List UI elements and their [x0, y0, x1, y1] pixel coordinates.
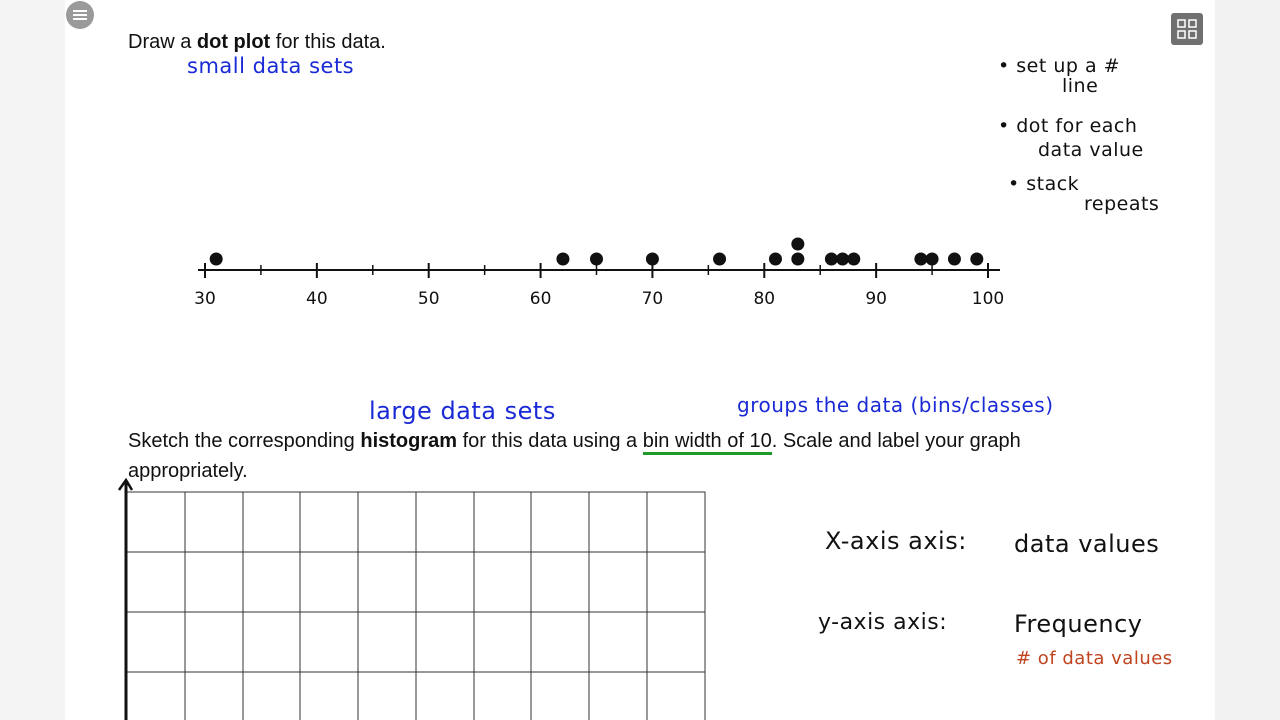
line: repeats: [1084, 193, 1160, 215]
tick-label: 70: [642, 289, 664, 309]
handwritten-note: Frequency: [1014, 610, 1143, 638]
dot: [947, 252, 961, 266]
instruction: Sketch the corresponding histogram for t…: [128, 426, 1068, 486]
dot: [713, 252, 727, 266]
tick-label: 60: [530, 289, 552, 309]
left-margin: [0, 0, 65, 720]
dot: [209, 252, 223, 266]
dot: [791, 252, 805, 266]
text: . Scale and label your graph appropriate…: [128, 430, 1021, 482]
line: • stack: [1008, 173, 1080, 195]
dot: [791, 237, 805, 251]
dot: [824, 252, 838, 266]
handwritten-note: • stack repeats: [1008, 174, 1159, 214]
dot: [590, 252, 603, 266]
dot: [556, 252, 570, 266]
handwritten-note: • dot for each data value: [998, 114, 1144, 162]
dot: [970, 252, 984, 266]
tick-label: 30: [194, 289, 216, 309]
tick-label: 100: [972, 289, 1004, 309]
text: for this data.: [270, 31, 386, 53]
handwritten-note: • set up a # line: [998, 56, 1120, 96]
handwritten-note: data values: [1014, 530, 1160, 558]
handwritten-note: groups the data (bins/classes): [737, 393, 1054, 417]
dot-plot: 30 40 50 60 70 80 90 100: [194, 237, 1004, 309]
grid-view-button[interactable]: [1171, 13, 1203, 45]
handwritten-note: small data sets: [187, 54, 355, 78]
bold-text: dot plot: [196, 31, 271, 53]
tick-label: 90: [865, 289, 887, 309]
dot: [836, 252, 850, 266]
dot: [847, 252, 861, 266]
dot: [914, 252, 928, 266]
bold-text: histogram: [360, 430, 458, 452]
line: data value: [1038, 139, 1144, 161]
document-page: [65, 0, 1215, 720]
dot: [768, 252, 782, 266]
menu-button[interactable]: [64, 0, 96, 32]
dot: [925, 252, 939, 266]
text: Sketch the corresponding: [128, 430, 361, 452]
instruction: Draw a dot plot for this data.: [128, 31, 386, 54]
underlined-text: bin width of 10: [642, 430, 772, 455]
handwritten-note: X-axis axis:: [825, 527, 967, 555]
line: • set up a #: [998, 55, 1121, 77]
handwritten-note: large data sets: [369, 397, 556, 425]
line: line: [1062, 75, 1099, 97]
dot: [645, 252, 659, 266]
handwritten-note: # of data values: [1016, 648, 1173, 669]
right-margin: [1215, 0, 1280, 720]
text: Draw a: [128, 31, 197, 53]
handwritten-note: y-axis axis:: [818, 610, 948, 635]
text: for this data using a: [457, 430, 643, 452]
tick-label: 80: [753, 289, 775, 309]
tick-label: 50: [418, 289, 440, 309]
tick-label: 40: [306, 289, 328, 309]
histogram-grid: [117, 477, 706, 720]
line: • dot for each: [998, 115, 1138, 137]
